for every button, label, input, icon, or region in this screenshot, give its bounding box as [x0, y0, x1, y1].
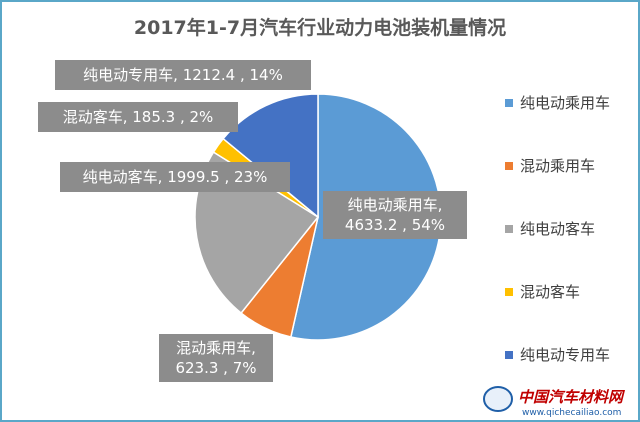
legend-swatch	[505, 162, 513, 170]
data-label-text: 623.3 , 7%	[175, 359, 256, 377]
pie-slice	[222, 93, 319, 219]
watermark-url: www.qichecailiao.com	[522, 408, 621, 418]
data-label-text: 混动乘用车,	[176, 339, 256, 357]
data-label-text: 4633.2 , 54%	[345, 216, 445, 234]
data-label: 混动乘用车, 623.3 , 7%	[159, 334, 273, 382]
data-label: 纯电动乘用车, 4633.2 , 54%	[323, 191, 467, 239]
watermark-logo: 中国汽车材料网 www.qichecailiao.com	[483, 386, 626, 418]
legend-label: 混动乘用车	[520, 157, 595, 175]
legend-item: 纯电动专用车	[505, 346, 610, 364]
legend-swatch	[505, 288, 513, 296]
data-label-box	[55, 60, 311, 90]
legend-item: 纯电动客车	[505, 220, 595, 238]
data-label-text: 纯电动客车, 1999.5 , 23%	[83, 168, 268, 186]
chart-title: 2017年1-7月汽车行业动力电池装机量情况	[134, 16, 506, 39]
data-label-box	[38, 102, 238, 132]
watermark-logo-icon	[483, 386, 513, 412]
data-labels: 纯电动乘用车, 4633.2 , 54% 混动乘用车, 623.3 , 7% 纯电动客车…	[38, 60, 467, 382]
legend-swatch	[505, 99, 513, 107]
data-label: 纯电动客车, 1999.5 , 23%	[60, 162, 290, 192]
legend-label: 纯电动乘用车	[520, 94, 610, 112]
data-label-box	[60, 162, 290, 192]
watermark-logo-text: 中国汽车材料网	[518, 388, 626, 406]
data-label-box	[323, 191, 467, 239]
legend-swatch	[505, 351, 513, 359]
legend-item: 纯电动乘用车	[505, 94, 610, 112]
legend-label: 纯电动专用车	[520, 346, 610, 364]
data-label-text: 纯电动乘用车,	[348, 196, 443, 214]
legend-item: 混动客车	[505, 283, 580, 301]
data-label: 纯电动专用车, 1212.4 , 14%	[55, 60, 311, 90]
data-label-box	[159, 334, 273, 382]
data-label-text: 混动客车, 185.3 , 2%	[63, 108, 214, 126]
data-label: 混动客车, 185.3 , 2%	[38, 102, 238, 132]
legend-swatch	[505, 225, 513, 233]
legend-item: 混动乘用车	[505, 157, 595, 175]
data-label-text: 纯电动专用车, 1212.4 , 14%	[83, 66, 283, 84]
legend-label: 纯电动客车	[520, 220, 595, 238]
legend-label: 混动客车	[520, 283, 580, 301]
